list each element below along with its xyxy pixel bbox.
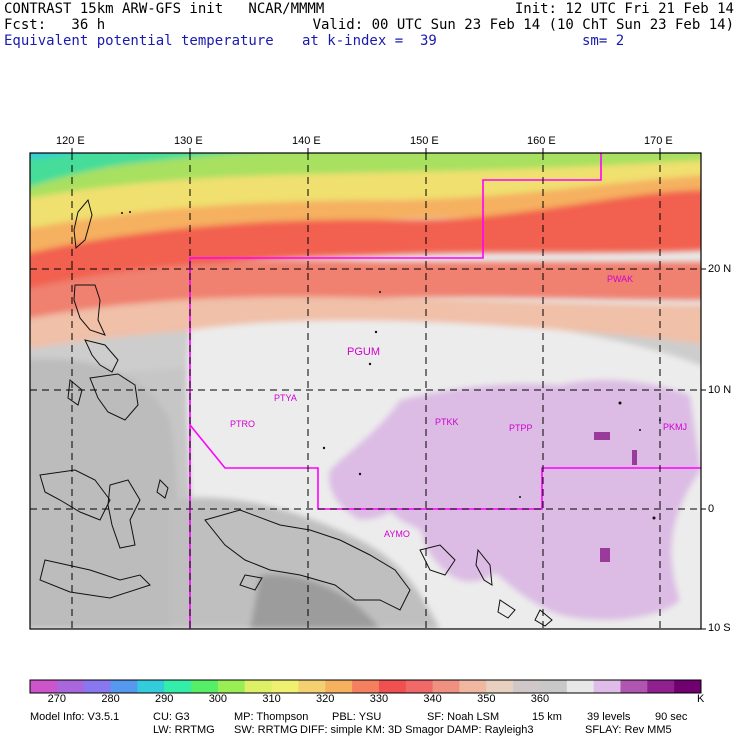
- java-coast: [39, 559, 151, 599]
- colorbar-swatch: [191, 680, 219, 693]
- header-smoothing: sm= 2: [582, 33, 625, 49]
- header-k-index: at k-index = 39: [302, 33, 437, 49]
- lon-label: 150 E: [410, 135, 439, 147]
- footer-pbl: PBL: YSU: [332, 711, 382, 723]
- colorbar-swatch: [56, 680, 85, 693]
- lat-label: 10 N: [708, 384, 732, 396]
- lat-label: 0: [708, 503, 715, 515]
- colorbar-tick-label: 330: [369, 693, 389, 705]
- colorbar-swatch: [566, 680, 595, 693]
- colorbar-swatch: [30, 680, 58, 693]
- axis-ticks: [71, 148, 706, 630]
- header-field-name: Equivalent potential temperature: [4, 33, 274, 49]
- header-forecast-hour: Fcst: 36 h: [4, 17, 106, 33]
- station-label: PKMJ: [663, 422, 687, 432]
- colorbar-swatch: [513, 680, 541, 693]
- colorbar-swatch: [325, 680, 353, 693]
- colorbar-tick-label: 300: [208, 693, 228, 705]
- footer-sflay: SFLAY: Rev MM5: [585, 724, 672, 736]
- colorbar-swatch: [486, 680, 514, 693]
- field-shading: [30, 153, 701, 629]
- colorbar-swatch: [432, 680, 460, 693]
- map-frame: [29, 152, 702, 630]
- lat-label: 20 N: [708, 263, 732, 275]
- lon-label: 170 E: [644, 135, 673, 147]
- colorbar-swatch: [352, 680, 380, 693]
- footer-model-version: Model Info: V3.5.1: [30, 711, 120, 723]
- colorbar-swatch: [298, 680, 326, 693]
- colorbar-swatch: [110, 680, 138, 693]
- colorbar-swatch: [378, 680, 407, 693]
- colorbar-swatch: [674, 680, 702, 693]
- colorbar-swatch: [459, 680, 487, 693]
- footer-longwave: LW: RRTMG: [153, 724, 215, 736]
- footer-timestep: 90 sec: [655, 711, 688, 723]
- footer-cumulus: CU: G3: [153, 711, 190, 723]
- taiwan-coast: [73, 198, 93, 250]
- colorbar-tick-label: 280: [101, 693, 120, 705]
- colorbar-swatch: [164, 680, 192, 693]
- colorbar-swatch: [83, 680, 112, 693]
- station-label: PGUM: [347, 346, 380, 358]
- purple-spot: [632, 450, 637, 465]
- footer-diffusion: DIFF: simple KM: 3D Smagor DAMP: Rayleig…: [300, 724, 534, 736]
- footer-shortwave: SW: RRTMG: [234, 724, 298, 736]
- header-title: CONTRAST 15km ARW-GFS init NCAR/MMMM: [4, 1, 325, 17]
- colorbar-frame: [29, 679, 702, 694]
- new-guinea-coast: [204, 509, 411, 611]
- header-valid-time: Valid: 00 UTC Sun 23 Feb 14 (10 ChT Sun …: [312, 17, 734, 33]
- colorbar-tick-label: 290: [155, 693, 174, 705]
- station-label: AYMO: [384, 529, 410, 539]
- lat-lon-grid: [30, 153, 701, 629]
- colorbar-swatch: [647, 680, 675, 693]
- lat-label: 10 S: [708, 622, 731, 634]
- borneo-coast: [39, 469, 111, 521]
- lon-label: 140 E: [292, 135, 321, 147]
- colorbar-tick-label: 350: [477, 693, 496, 705]
- colorbar-tick-label: 340: [423, 693, 442, 705]
- colorbar-swatch: [271, 680, 299, 693]
- station-label: PTKK: [435, 417, 459, 427]
- purple-spot: [600, 548, 610, 562]
- colorbar-swatch: [217, 680, 246, 693]
- colorbar-swatch: [244, 680, 273, 693]
- domain-boundary-north: [189, 153, 602, 629]
- colorbar-swatch: [137, 680, 165, 693]
- header-init: Init: 12 UTC Fri 21 Feb 14: [514, 1, 734, 17]
- footer-surface: SF: Noah LSM: [427, 711, 500, 723]
- colorbar-swatch: [539, 680, 568, 693]
- colorbar-tick-label: 360: [530, 693, 550, 705]
- lon-label: 130 E: [174, 135, 203, 147]
- colorbar-swatch: [593, 680, 621, 693]
- colorbar-unit: K: [697, 693, 705, 705]
- colorbar-swatch: [620, 680, 648, 693]
- footer-levels: 39 levels: [587, 711, 631, 723]
- lon-label: 160 E: [527, 135, 556, 147]
- footer-resolution: 15 km: [532, 711, 562, 723]
- colorbar-swatch: [405, 680, 434, 693]
- station-label: PTRO: [230, 419, 255, 429]
- sulawesi-coast: [107, 479, 141, 549]
- colorbar: [29, 679, 702, 694]
- footer-microphysics: MP: Thompson: [234, 711, 309, 723]
- purple-spot: [594, 432, 610, 440]
- mindanao-coast: [89, 373, 139, 421]
- station-label: PWAK: [607, 274, 633, 284]
- colorbar-tick-label: 270: [47, 693, 66, 705]
- coastlines: [39, 198, 553, 627]
- colorbar-tick-label: 320: [316, 693, 335, 705]
- colorbar-tick-label: 310: [262, 693, 281, 705]
- luzon-coast: [73, 284, 106, 336]
- station-labels: PWAK PGUM PTYA PTRO PTKK PTPP PKMJ AYMO: [230, 274, 687, 539]
- lon-label: 120 E: [56, 135, 85, 147]
- station-label: PTYA: [274, 393, 297, 403]
- station-label: PTPP: [509, 423, 533, 433]
